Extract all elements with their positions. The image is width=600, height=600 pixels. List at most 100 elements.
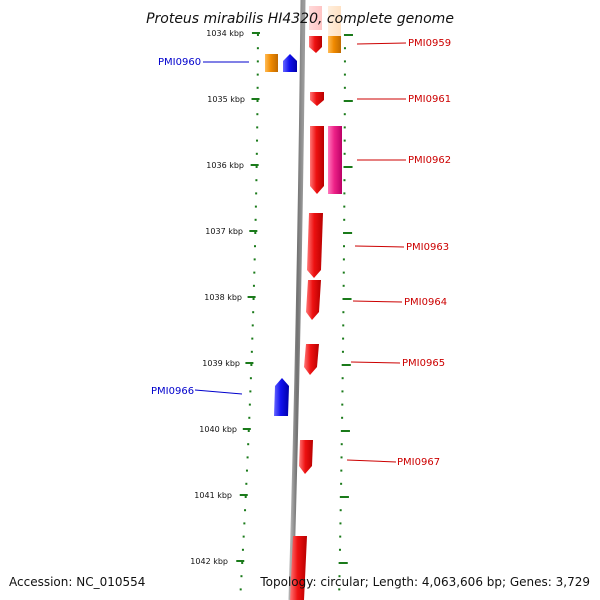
tick-mark: [254, 232, 257, 234]
scale-label: 1042 kbp: [190, 557, 228, 566]
gene-pmi0965-cds[interactable]: [304, 344, 319, 375]
gene-pmi0961-cds[interactable]: [310, 92, 324, 106]
gene-pmi0963-cds[interactable]: [307, 213, 323, 278]
tick-mark: [256, 100, 259, 102]
tick-mark: [341, 377, 344, 380]
tick-mark: [251, 32, 260, 34]
feature-bottom-cds[interactable]: [290, 536, 307, 600]
tick-mark: [245, 482, 248, 485]
tick-mark: [339, 509, 342, 512]
scale-label: 1035 kbp: [207, 95, 245, 104]
tick-mark: [247, 296, 256, 298]
tick-mark: [251, 324, 254, 327]
tick-mark: [256, 73, 259, 76]
tick-mark: [251, 98, 260, 100]
tick-mark: [256, 34, 259, 36]
tick-mark: [247, 443, 250, 446]
gene-labels: PMI0959 PMI0960 PMI0961 PMI0962 PMI0963 …: [151, 38, 451, 468]
tick-mark: [245, 469, 248, 472]
tick-mark: [341, 403, 344, 406]
tick-mark: [343, 192, 346, 195]
genome-backbone: [288, 0, 306, 600]
gene-pmi0959-feature[interactable]: [328, 36, 341, 53]
gene-pmi0962-feature[interactable]: [328, 126, 342, 194]
tick-mark: [256, 86, 259, 89]
tick-mark: [256, 47, 259, 50]
tick-mark: [342, 258, 345, 261]
tick-mark: [255, 166, 258, 168]
tick-mark: [247, 430, 250, 432]
tick-mark: [339, 535, 342, 538]
tick-mark: [342, 324, 345, 327]
tick-mark: [343, 205, 346, 208]
tick-mark: [250, 350, 253, 353]
tick-mark: [255, 152, 258, 155]
tick-mark: [340, 482, 343, 485]
scale-label: 1036 kbp: [206, 161, 244, 170]
scale-label: 1041 kbp: [194, 491, 232, 500]
gene-pmi0966-cds[interactable]: [274, 378, 289, 416]
tick-mark: [338, 548, 341, 551]
gene-label-pmi0961[interactable]: PMI0961: [408, 94, 451, 105]
tick-mark: [256, 113, 259, 116]
tick-mark: [343, 100, 353, 102]
tick-mark: [254, 218, 257, 221]
feature-faded-orange[interactable]: [328, 6, 341, 36]
gene-label-pmi0960[interactable]: PMI0960: [158, 57, 201, 68]
gene-pmi0967-cds[interactable]: [299, 440, 313, 474]
right-tick-ring: [338, 34, 346, 591]
tick-mark: [250, 164, 259, 166]
feature-faded-red[interactable]: [309, 6, 322, 30]
tick-mark: [340, 469, 343, 472]
tick-mark: [340, 456, 343, 459]
tick-mark: [343, 47, 346, 50]
scale-labels: 1034 kbp 1035 kbp 1036 kbp 1037 kbp 1038…: [190, 29, 245, 566]
tick-mark: [256, 139, 259, 142]
tick-mark: [343, 152, 346, 155]
tick-mark: [343, 166, 353, 168]
tick-mark: [241, 562, 244, 564]
tick-mark: [250, 364, 253, 366]
tick-mark: [236, 560, 245, 562]
accession-text: Accession: NC_010554: [9, 575, 145, 589]
tick-mark: [343, 139, 346, 142]
tick-mark: [248, 416, 251, 419]
gene-label-pmi0966[interactable]: PMI0966: [151, 386, 194, 397]
tick-mark: [248, 403, 251, 406]
scale-label: 1037 kbp: [205, 227, 243, 236]
tick-mark: [342, 298, 352, 300]
gene-pmi0964-cds[interactable]: [306, 280, 321, 320]
gene-pmi0959-cds[interactable]: [309, 36, 322, 53]
tick-mark: [341, 390, 344, 393]
gene-pmi0960-cds[interactable]: [283, 54, 297, 72]
gene-pmi0962-cds[interactable]: [310, 126, 324, 194]
tick-mark: [243, 522, 246, 525]
tick-mark: [249, 390, 252, 393]
tick-mark: [338, 588, 341, 591]
gene-label-pmi0962[interactable]: PMI0962: [408, 155, 451, 166]
gene-label-pmi0967[interactable]: PMI0967: [397, 457, 440, 468]
tick-mark: [338, 562, 348, 564]
gene-pmi0960-feature[interactable]: [265, 54, 278, 72]
tick-mark: [255, 179, 258, 182]
tick-mark: [342, 245, 345, 248]
tick-mark: [244, 509, 247, 512]
tick-mark: [342, 271, 345, 274]
tick-mark: [339, 522, 342, 525]
features: [265, 6, 342, 600]
tick-mark: [343, 179, 346, 182]
tick-mark: [341, 364, 351, 366]
scale-label: 1034 kbp: [206, 29, 244, 38]
tick-mark: [249, 230, 258, 232]
gene-label-pmi0964[interactable]: PMI0964: [404, 297, 447, 308]
gene-label-pmi0959[interactable]: PMI0959: [408, 38, 451, 49]
scale-label: 1039 kbp: [202, 359, 240, 368]
tick-mark: [249, 377, 252, 380]
gene-label-pmi0965[interactable]: PMI0965: [402, 358, 445, 369]
tick-mark: [244, 496, 247, 498]
tick-mark: [254, 205, 257, 208]
tick-mark: [239, 588, 242, 591]
tick-mark: [342, 311, 345, 314]
gene-label-pmi0963[interactable]: PMI0963: [406, 242, 449, 253]
tick-mark: [343, 126, 346, 129]
